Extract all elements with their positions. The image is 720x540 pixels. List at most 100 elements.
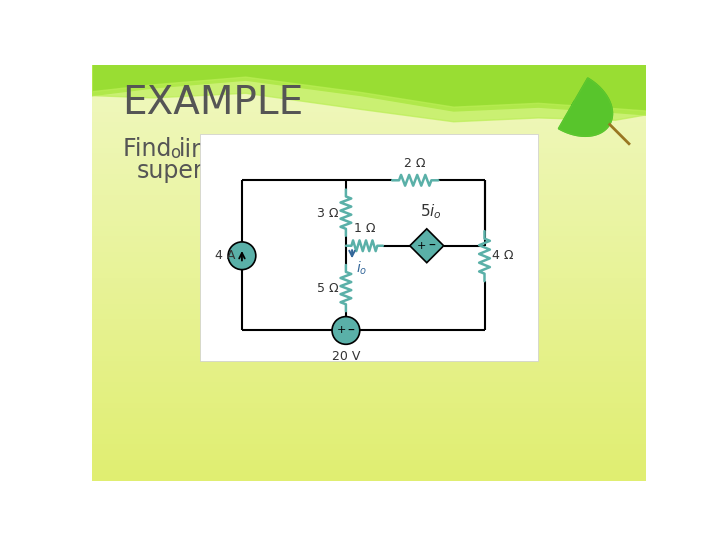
- Bar: [92, 221, 647, 226]
- Bar: [92, 273, 647, 278]
- Text: $i_o$: $i_o$: [356, 260, 367, 277]
- Text: 1 Ω: 1 Ω: [354, 222, 375, 235]
- Bar: [92, 356, 647, 361]
- Bar: [92, 408, 647, 413]
- Bar: [92, 288, 647, 294]
- Bar: [92, 397, 647, 403]
- Bar: [92, 91, 647, 96]
- Bar: [92, 231, 647, 237]
- Bar: [92, 470, 647, 475]
- Bar: [92, 392, 647, 397]
- Bar: [92, 112, 647, 117]
- Text: 4 A: 4 A: [215, 249, 235, 262]
- Bar: [92, 325, 647, 330]
- Text: $5i_o$: $5i_o$: [420, 202, 441, 221]
- Text: 20 V: 20 V: [332, 350, 360, 363]
- Text: in the circuit below using: in the circuit below using: [177, 138, 482, 161]
- Bar: [92, 366, 647, 372]
- Bar: [92, 200, 647, 205]
- Bar: [92, 75, 647, 80]
- Bar: [92, 455, 647, 460]
- Bar: [92, 143, 647, 148]
- Bar: [92, 164, 647, 168]
- Bar: [92, 335, 647, 340]
- Bar: [92, 80, 647, 85]
- Text: 2 Ω: 2 Ω: [405, 157, 426, 170]
- Bar: [92, 117, 647, 122]
- Text: o: o: [171, 144, 181, 163]
- Bar: [92, 460, 647, 465]
- Polygon shape: [92, 65, 647, 122]
- Text: superposition: superposition: [137, 159, 297, 183]
- Bar: [92, 158, 647, 164]
- Text: 3 Ω: 3 Ω: [317, 207, 338, 220]
- Text: –: –: [348, 323, 355, 338]
- Bar: [92, 449, 647, 455]
- Bar: [92, 247, 647, 252]
- Bar: [92, 226, 647, 231]
- Bar: [92, 294, 647, 299]
- Circle shape: [332, 316, 360, 345]
- Text: 4 Ω: 4 Ω: [492, 249, 513, 262]
- Bar: [92, 350, 647, 356]
- Bar: [92, 127, 647, 132]
- Bar: [92, 346, 647, 350]
- Bar: [92, 252, 647, 257]
- Bar: [92, 153, 647, 158]
- Bar: [92, 418, 647, 423]
- Bar: [92, 148, 647, 153]
- Bar: [92, 434, 647, 439]
- Bar: [92, 85, 647, 91]
- Text: –: –: [428, 239, 436, 253]
- Bar: [92, 330, 647, 335]
- Bar: [92, 429, 647, 434]
- FancyBboxPatch shape: [199, 134, 539, 361]
- Circle shape: [228, 242, 256, 269]
- Bar: [92, 340, 647, 346]
- Bar: [92, 257, 647, 262]
- Text: +: +: [417, 241, 426, 251]
- Bar: [92, 237, 647, 241]
- Bar: [92, 475, 647, 481]
- Polygon shape: [410, 229, 444, 262]
- Bar: [92, 382, 647, 387]
- Bar: [92, 320, 647, 325]
- Bar: [92, 372, 647, 377]
- Bar: [92, 70, 647, 75]
- Bar: [92, 304, 647, 309]
- Bar: [92, 101, 647, 106]
- Bar: [92, 444, 647, 449]
- Text: EXAMPLE: EXAMPLE: [122, 84, 304, 122]
- Bar: [92, 278, 647, 283]
- Bar: [92, 377, 647, 382]
- Bar: [92, 184, 647, 190]
- Polygon shape: [559, 78, 613, 136]
- Bar: [92, 387, 647, 392]
- Bar: [92, 361, 647, 366]
- Bar: [92, 205, 647, 211]
- Bar: [92, 465, 647, 470]
- Bar: [92, 241, 647, 247]
- Bar: [92, 309, 647, 314]
- Bar: [92, 195, 647, 200]
- Bar: [92, 174, 647, 179]
- Bar: [92, 413, 647, 418]
- Bar: [92, 423, 647, 429]
- Bar: [92, 65, 647, 70]
- Text: 5 Ω: 5 Ω: [317, 281, 338, 295]
- Bar: [92, 122, 647, 127]
- Text: Find i: Find i: [122, 138, 185, 161]
- Bar: [92, 106, 647, 112]
- Polygon shape: [92, 65, 647, 115]
- Bar: [92, 168, 647, 174]
- Text: +: +: [336, 326, 346, 335]
- Bar: [92, 439, 647, 444]
- Polygon shape: [559, 78, 613, 136]
- Bar: [92, 132, 647, 138]
- Bar: [92, 190, 647, 195]
- Bar: [92, 215, 647, 221]
- Bar: [92, 267, 647, 273]
- Bar: [92, 283, 647, 288]
- Bar: [92, 211, 647, 215]
- Bar: [92, 179, 647, 184]
